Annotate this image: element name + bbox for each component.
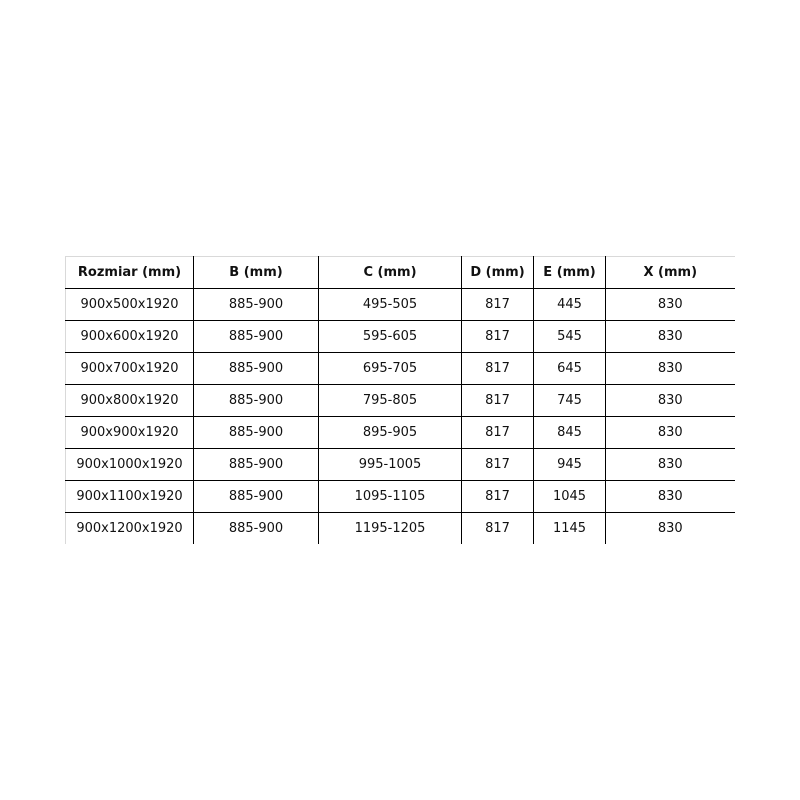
table-cell: 900x1000x1920: [65, 448, 194, 481]
dimensions-table: Rozmiar (mm) B (mm) C (mm) D (mm) E (mm) X (m…: [65, 256, 735, 544]
table-row: 900x1200x1920 885-900 1195-1205 817 1145 830: [65, 512, 735, 544]
table-cell: 817: [461, 288, 534, 321]
table-cell: 830: [605, 416, 735, 449]
table-cell: 1145: [533, 512, 606, 544]
column-header: X (mm): [605, 256, 735, 289]
table-row: 900x700x1920 885-900 695-705 817 645 830: [65, 352, 735, 385]
table-row: 900x900x1920 885-900 895-905 817 845 830: [65, 416, 735, 449]
table-cell: 900x500x1920: [65, 288, 194, 321]
table-cell: 885-900: [193, 352, 319, 385]
table-cell: 595-605: [318, 320, 462, 353]
table-cell: 795-805: [318, 384, 462, 417]
table-cell: 885-900: [193, 480, 319, 513]
table-cell: 830: [657, 521, 683, 536]
table-cell: 845: [533, 416, 606, 449]
column-header: Rozmiar (mm): [65, 256, 194, 289]
table-cell: 900x600x1920: [65, 320, 194, 353]
table-cell: 885-900: [193, 416, 319, 449]
table-cell: 885-900: [193, 320, 319, 353]
table-cell: 885-900: [193, 288, 319, 321]
table-cell: 817: [461, 448, 534, 481]
column-header: E (mm): [533, 256, 606, 289]
table-cell: 885-900: [193, 448, 319, 481]
table-cell: 545: [533, 320, 606, 353]
table-cell: 830: [605, 288, 735, 321]
table-row: 900x800x1920 885-900 795-805 817 745 830: [65, 384, 735, 417]
table-cell: 1045: [533, 480, 606, 513]
table-row: 900x600x1920 885-900 595-605 817 545 830: [65, 320, 735, 353]
table-cell: 445: [533, 288, 606, 321]
table-cell: 645: [533, 352, 606, 385]
table-cell: 1195-1205: [318, 512, 462, 544]
table-cell: 830: [605, 352, 735, 385]
table-cell: 900x800x1920: [65, 384, 194, 417]
column-header: C (mm): [318, 256, 462, 289]
table-cell: 895-905: [318, 416, 462, 449]
table-cell: 495-505: [318, 288, 462, 321]
table-cell: 885-900: [193, 384, 319, 417]
table-cell: 817: [461, 352, 534, 385]
table-row: 900x1000x1920 885-900 995-1005 817 945 830: [65, 448, 735, 481]
column-header: B (mm): [193, 256, 319, 289]
header-row: Rozmiar (mm) B (mm) C (mm) D (mm) E (mm) X (m…: [65, 256, 735, 289]
table-cell: 817: [461, 512, 534, 544]
table-cell: 900x900x1920: [65, 416, 194, 449]
table-cell: 817: [461, 480, 534, 513]
table-row: 900x500x1920 885-900 495-505 817 445 830: [65, 288, 735, 321]
table-cell: 817: [461, 320, 534, 353]
table-cell: 885-900: [193, 512, 319, 544]
table-cell: 1095-1105: [318, 480, 462, 513]
table-cell: 830: [605, 480, 735, 513]
table-cell: 745: [533, 384, 606, 417]
table-cell: 900x1100x1920: [65, 480, 194, 513]
table-cell: 817: [461, 416, 534, 449]
table-cell: 995-1005: [318, 448, 462, 481]
table-cell: 900x700x1920: [65, 352, 194, 385]
table-cell: 900x1200x1920: [65, 512, 194, 544]
table-cell: 817: [461, 384, 534, 417]
table-cell: 830: [605, 320, 735, 353]
column-header: D (mm): [461, 256, 534, 289]
table-cell: 945: [533, 448, 606, 481]
table-cell: 830: [605, 448, 735, 481]
table-cell: 695-705: [318, 352, 462, 385]
table-cell: 830: [605, 384, 735, 417]
table-row: 900x1100x1920 885-900 1095-1105 817 1045 830: [65, 480, 735, 513]
